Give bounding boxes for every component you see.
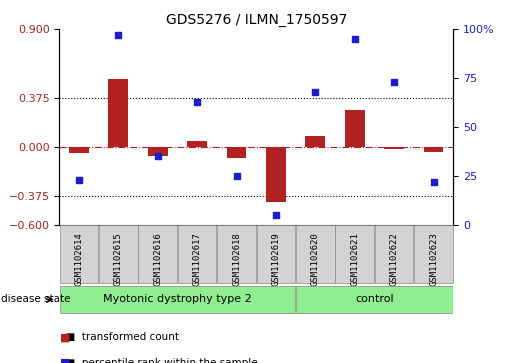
Point — [193, 99, 201, 105]
Point — [114, 32, 123, 38]
Title: GDS5276 / ILMN_1750597: GDS5276 / ILMN_1750597 — [165, 13, 347, 26]
Text: GSM1102615: GSM1102615 — [114, 232, 123, 286]
Bar — [178, 225, 216, 283]
Text: control: control — [355, 294, 393, 304]
Text: GSM1102621: GSM1102621 — [350, 232, 359, 286]
Bar — [266, 147, 286, 201]
Text: disease state: disease state — [1, 294, 70, 305]
Bar — [296, 286, 453, 313]
Point — [351, 36, 359, 42]
Text: ■  percentile rank within the sample: ■ percentile rank within the sample — [59, 358, 258, 363]
Bar — [99, 225, 138, 283]
Bar — [305, 136, 325, 147]
Bar — [69, 147, 89, 153]
Bar — [139, 225, 177, 283]
Text: ■: ■ — [60, 358, 71, 363]
Text: GSM1102623: GSM1102623 — [429, 232, 438, 286]
Bar — [60, 286, 295, 313]
Point — [75, 177, 83, 183]
Point — [390, 79, 398, 85]
Text: Myotonic dystrophy type 2: Myotonic dystrophy type 2 — [103, 294, 252, 304]
Point — [311, 89, 319, 95]
Bar — [60, 225, 98, 283]
Bar — [345, 110, 365, 147]
Bar — [424, 147, 443, 152]
Text: ■  transformed count: ■ transformed count — [59, 332, 179, 342]
Text: GSM1102618: GSM1102618 — [232, 232, 241, 286]
Point — [153, 154, 162, 159]
Text: ■: ■ — [60, 332, 71, 342]
Bar — [148, 147, 167, 156]
Bar — [335, 225, 374, 283]
Text: GSM1102622: GSM1102622 — [390, 232, 399, 286]
Text: GSM1102620: GSM1102620 — [311, 232, 320, 286]
Bar — [109, 79, 128, 147]
Point — [430, 179, 438, 185]
Bar — [384, 147, 404, 149]
Point — [232, 173, 241, 179]
Bar — [296, 225, 335, 283]
Bar — [414, 225, 453, 283]
Text: GSM1102617: GSM1102617 — [193, 232, 201, 286]
Text: GSM1102616: GSM1102616 — [153, 232, 162, 286]
Text: GSM1102619: GSM1102619 — [271, 232, 280, 286]
Bar — [227, 147, 246, 158]
Bar — [217, 225, 256, 283]
Bar — [187, 142, 207, 147]
Point — [272, 212, 280, 218]
Bar — [375, 225, 414, 283]
Text: GSM1102614: GSM1102614 — [75, 232, 83, 286]
Bar — [256, 225, 295, 283]
